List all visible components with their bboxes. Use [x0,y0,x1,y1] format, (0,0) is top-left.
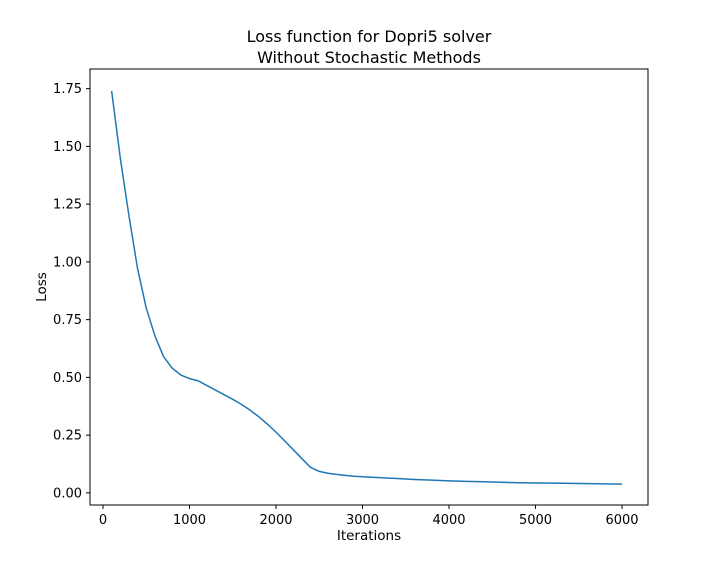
y-tick-label: 0.75 [53,313,82,328]
x-tick-label: 1000 [173,513,206,528]
x-tick-label: 4000 [432,513,465,528]
chart-title-line-2: Without Stochastic Methods [257,48,481,67]
y-tick-label: 1.50 [53,140,82,155]
y-tick-label: 0.25 [53,429,82,444]
chart-title-line-1: Loss function for Dopri5 solver [247,27,492,46]
y-tick-label: 0.00 [53,486,82,501]
x-tick-label: 3000 [346,513,379,528]
y-tick-label: 1.25 [53,198,82,213]
axis-ticks: 0 1000 2000 3000 4000 5000 6000 0.00 0.25 0.50 0.7… [53,82,639,528]
x-tick-label: 0 [99,513,107,528]
series-layer [110,90,623,485]
x-tick-label: 2000 [259,513,292,528]
y-tick-label: 1.75 [53,82,82,97]
loss-series-line [110,90,623,485]
y-axis-label: Loss [34,272,50,302]
x-tick-label: 5000 [519,513,552,528]
y-tick-label: 1.00 [53,255,82,270]
x-axis-label: Iterations [337,528,401,544]
plot-area-frame [89,68,649,506]
y-tick-label: 0.50 [53,371,82,386]
x-tick-label: 6000 [605,513,638,528]
